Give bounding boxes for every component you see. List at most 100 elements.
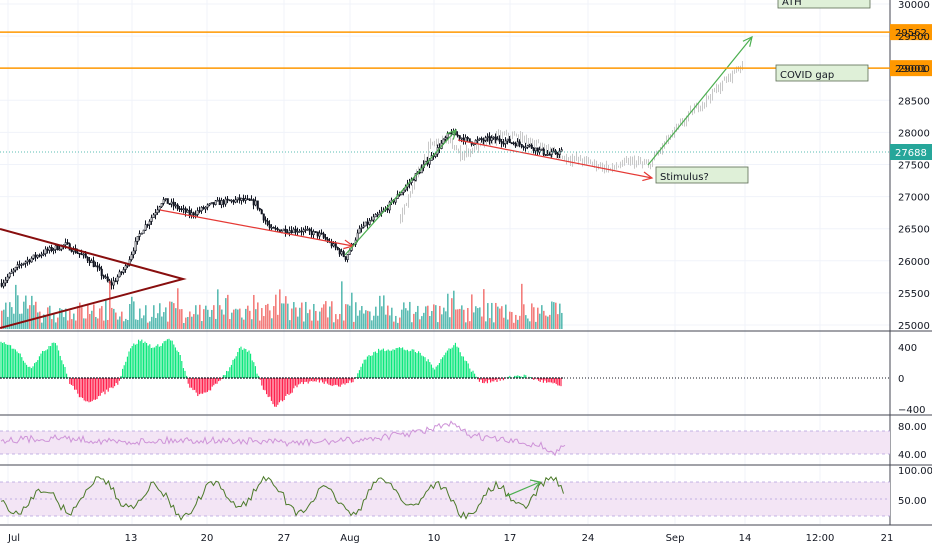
signal-dot: [534, 377, 536, 379]
volume-bar: [545, 315, 547, 329]
oscillator-pane[interactable]: [0, 338, 890, 407]
signal-dot: [120, 377, 122, 379]
candle-body: [70, 249, 73, 252]
signal-dot: [69, 377, 71, 379]
candle-body: [148, 221, 151, 225]
volume-bar: [395, 315, 397, 329]
candle-body: [80, 253, 83, 256]
volume-bar: [555, 302, 557, 329]
signal-dot: [537, 377, 539, 379]
signal-dot: [111, 377, 113, 379]
volume-bar: [411, 322, 413, 329]
signal-dot: [198, 377, 200, 379]
signal-dot: [309, 377, 311, 379]
candle-body: [114, 280, 117, 283]
volume-bar: [107, 319, 109, 329]
volume-bar: [285, 296, 287, 329]
candle-body: [22, 263, 25, 265]
candle-body: [4, 279, 7, 284]
signal-dot: [285, 377, 287, 379]
signal-dot: [48, 377, 50, 379]
stoch-arrow: [506, 481, 541, 497]
signal-dot: [546, 377, 548, 379]
volume-bar: [239, 308, 241, 329]
x-tick-label: Sep: [666, 533, 685, 544]
candle-body: [536, 147, 539, 153]
volume-bar: [403, 302, 405, 329]
volume-bar: [467, 307, 469, 329]
signal-dot: [321, 377, 323, 379]
rsi-band: [0, 431, 890, 454]
signal-dot: [105, 377, 107, 379]
volume-bar: [345, 304, 347, 329]
candle-body: [200, 207, 203, 212]
volume-bar: [237, 309, 239, 329]
volume-bar: [209, 316, 211, 329]
volume-bar: [405, 308, 407, 329]
candle-body: [482, 139, 485, 142]
volume-bar: [225, 298, 227, 329]
candle-body: [30, 258, 33, 263]
volume-bar: [391, 307, 393, 329]
volume-bar: [201, 321, 203, 329]
stochastic-pane[interactable]: [0, 475, 890, 521]
volume-bar: [215, 318, 217, 329]
volume-bar: [553, 302, 555, 329]
volume-bar: [493, 322, 495, 329]
rsi-pane[interactable]: [0, 420, 890, 457]
volume-bar: [433, 304, 435, 329]
candle-body: [124, 265, 127, 270]
signal-dot: [363, 377, 365, 379]
volume-bar: [309, 309, 311, 329]
candle-body: [300, 230, 303, 233]
candle-body: [182, 208, 185, 210]
volume-bar: [489, 318, 491, 329]
candle-body: [320, 232, 323, 235]
candle-body: [532, 147, 535, 152]
signal-dot: [414, 377, 416, 379]
volume-bar: [247, 305, 249, 329]
volume-bar: [35, 301, 37, 329]
candle-body: [526, 145, 529, 148]
candle-body: [40, 253, 43, 256]
volume-bar: [379, 295, 381, 329]
candle-body: [288, 230, 291, 233]
volume-bar: [163, 312, 165, 329]
signal-dot: [6, 377, 8, 379]
signal-dot: [33, 377, 35, 379]
volume-bar: [297, 316, 299, 329]
signal-dot: [273, 377, 275, 379]
candle-body: [486, 136, 489, 138]
volume-bar: [151, 316, 153, 329]
signal-dot: [18, 377, 20, 379]
candle-body: [126, 264, 129, 267]
volume-bar: [445, 311, 447, 329]
signal-dot: [39, 377, 41, 379]
candle-body: [174, 204, 177, 207]
volume-bar: [511, 312, 513, 329]
signal-dot: [237, 377, 239, 379]
volume-bar: [1, 310, 3, 329]
volume-bar: [7, 316, 9, 329]
candle-body: [496, 138, 499, 141]
volume-bar: [449, 317, 451, 329]
volume-bar: [509, 311, 511, 329]
candle-body: [10, 271, 13, 274]
volume-bar: [533, 307, 535, 329]
candle-body: [304, 229, 307, 231]
candle-body: [366, 221, 369, 225]
volume-bar: [331, 301, 333, 329]
candle-body: [334, 243, 337, 248]
price-pane[interactable]: 29562 29001 27688 ATH COVID gap Stimulus?: [0, 0, 932, 329]
candle-body: [338, 249, 341, 255]
signal-dot: [162, 377, 164, 379]
volume-bar: [219, 305, 221, 329]
signal-dot: [516, 377, 518, 379]
y-tick-label: 27500: [898, 161, 930, 172]
candle-body: [52, 249, 55, 251]
volume-bar: [417, 305, 419, 329]
volume-bar: [145, 305, 147, 329]
candle-body: [502, 142, 505, 145]
volume-bar: [45, 316, 47, 329]
